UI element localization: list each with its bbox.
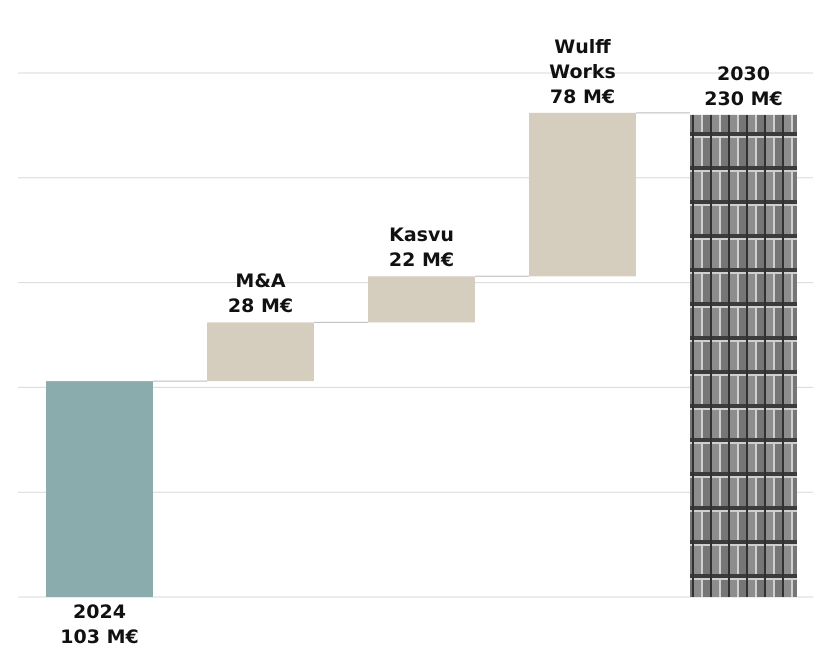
bar	[368, 276, 475, 322]
value-label: 28 M€	[191, 294, 331, 319]
bar	[529, 113, 636, 276]
category-label: Wulff Works	[543, 35, 623, 85]
category-label: M&A	[221, 269, 301, 294]
value-label: 22 M€	[352, 248, 492, 273]
bar-image	[690, 115, 797, 597]
category-label: 2024	[60, 600, 140, 625]
category-label: 2030	[704, 62, 784, 87]
value-label: 78 M€	[513, 85, 653, 110]
chart: 2024103 M€ M&A28 M€ Kasvu22 M€ Wulff Works7…	[0, 0, 831, 668]
value-label: 230 M€	[674, 87, 814, 112]
value-label: 103 M€	[30, 625, 170, 650]
bar	[207, 322, 314, 381]
bar	[46, 381, 153, 597]
category-label: Kasvu	[382, 223, 462, 248]
